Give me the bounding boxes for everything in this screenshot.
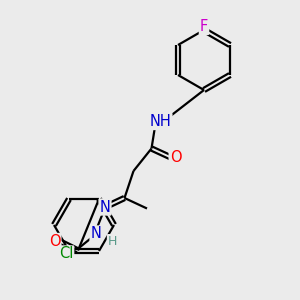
Text: N: N — [100, 200, 110, 214]
Text: NH: NH — [150, 114, 171, 129]
Text: O: O — [170, 150, 181, 165]
Text: N: N — [91, 226, 101, 242]
Text: O: O — [49, 234, 60, 249]
Text: F: F — [200, 19, 208, 34]
Text: H: H — [108, 235, 117, 248]
Text: Cl: Cl — [59, 247, 73, 262]
